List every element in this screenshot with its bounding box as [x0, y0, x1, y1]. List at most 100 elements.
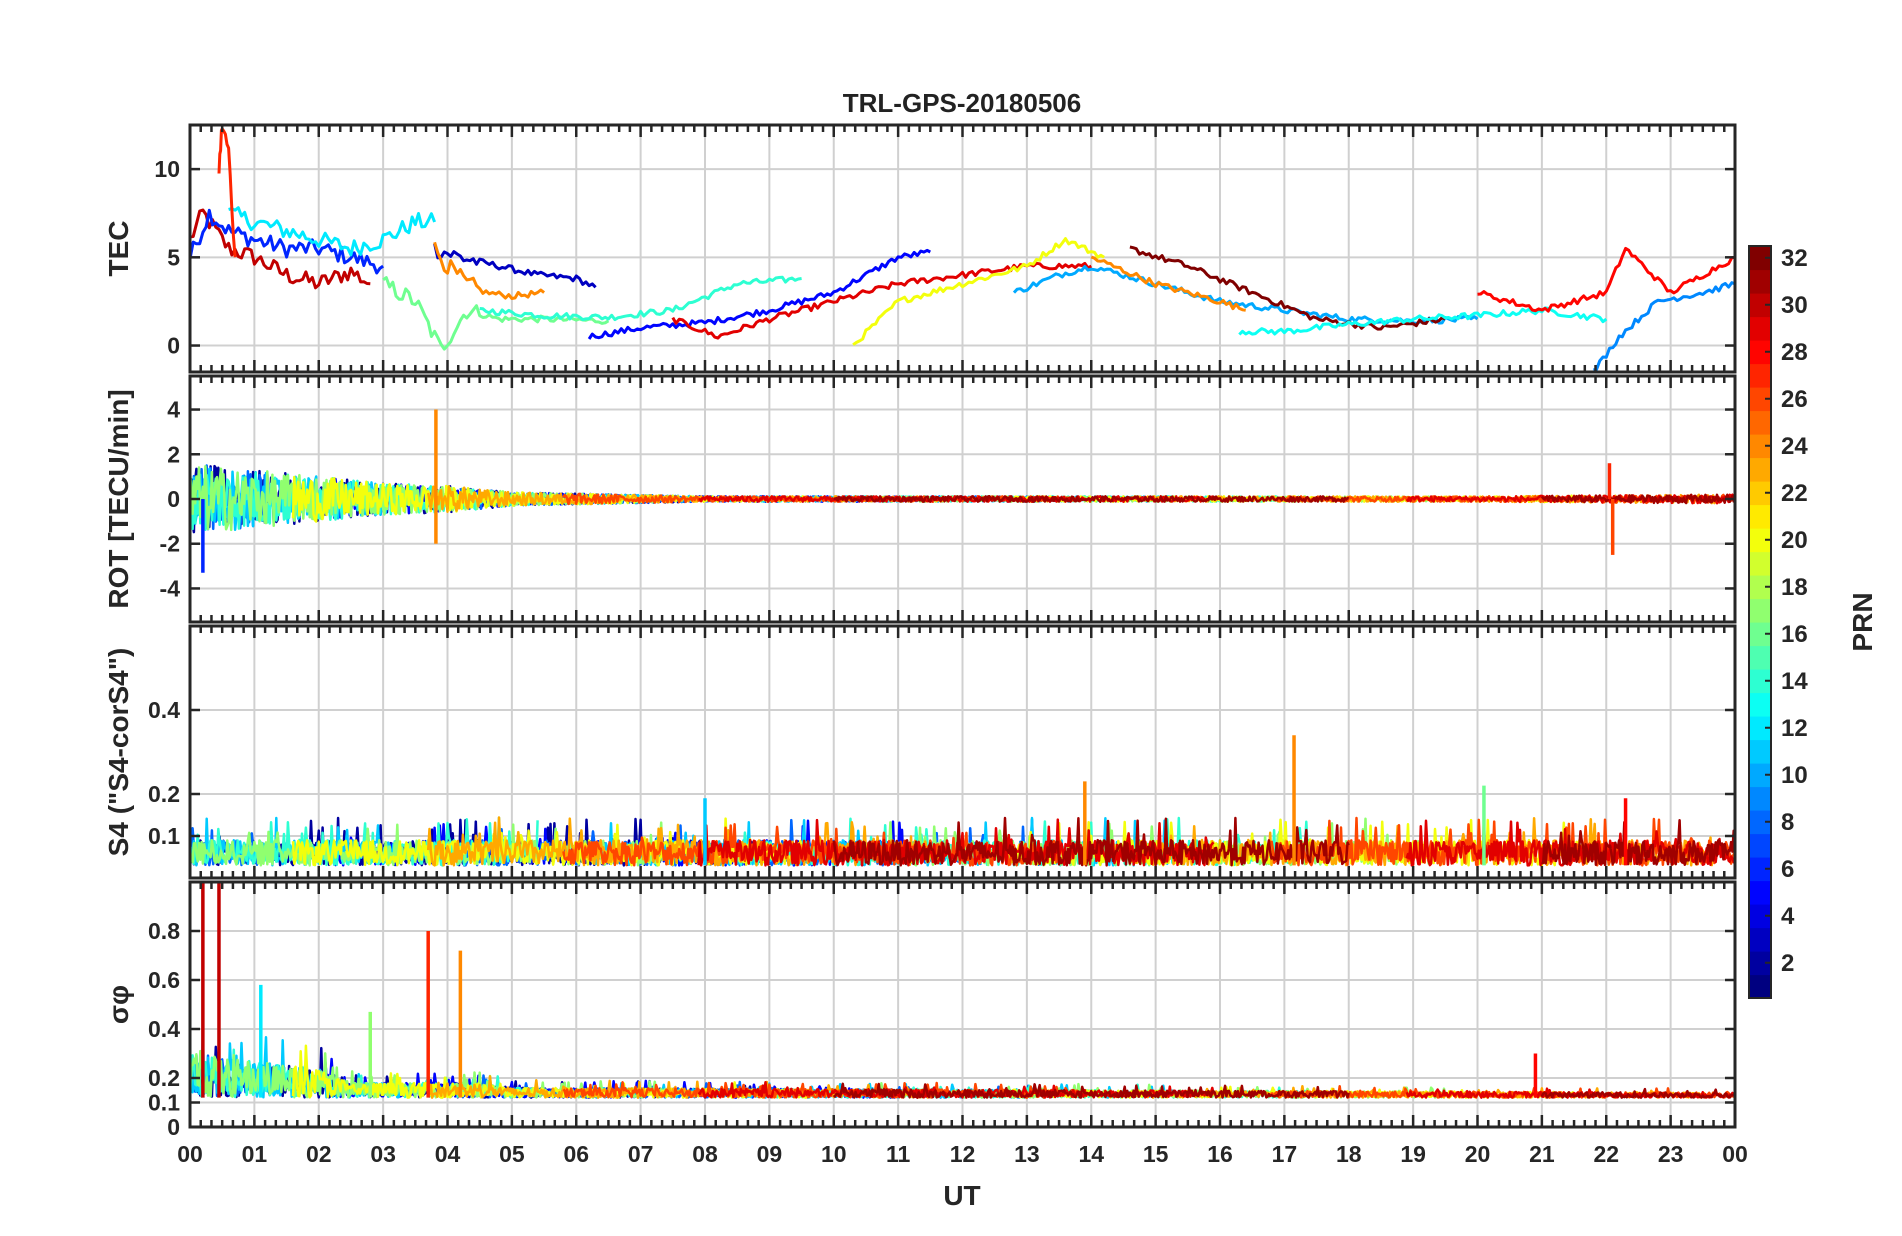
colorbar-cell [1749, 246, 1771, 271]
x-tick-label: 00 [1722, 1141, 1748, 1167]
series-prn-30 [190, 208, 371, 290]
x-tick-label: 18 [1336, 1141, 1362, 1167]
data-layer [190, 409, 1735, 573]
colorbar-label: PRN [1847, 592, 1878, 651]
data-layer [190, 735, 1735, 867]
colorbar-cell [1749, 622, 1771, 647]
colorbar-frame [1748, 245, 1772, 999]
y-tick-label: 0.4 [148, 1016, 180, 1042]
colorbar-cell [1749, 340, 1771, 365]
y-tick-label: 0 [167, 333, 180, 359]
x-tick-label: 21 [1529, 1141, 1555, 1167]
colorbar-tick-label: 2 [1781, 950, 1794, 977]
y-tick-label: 5 [167, 244, 180, 270]
colorbar-cell [1749, 786, 1771, 811]
x-tick-label: 06 [563, 1141, 589, 1167]
x-tick-label: 17 [1272, 1141, 1298, 1167]
colorbar-tick-label: 20 [1781, 527, 1808, 554]
y-tick-label: 0.2 [148, 1065, 180, 1091]
panel-s4: 0.1 0.2 0.4 S4 ("S4-corS4") [103, 624, 1737, 880]
y-tick-label: 0.1 [148, 823, 180, 849]
colorbar-cell [1749, 763, 1771, 788]
y-tick-label: -4 [160, 575, 181, 601]
trace-prn-31 [832, 816, 1350, 867]
series-prn-24 [1090, 255, 1246, 312]
x-tick-label: 05 [499, 1141, 525, 1167]
trace-prn-31 [1540, 1087, 1735, 1099]
colorbar-tick-label: 24 [1781, 433, 1808, 460]
x-tick-label: 20 [1465, 1141, 1491, 1167]
colorbar-tick-label: 28 [1781, 339, 1808, 366]
x-axis: 00 01 02 03 04 05 06 07 08 09 10 11 12 13 14 15 16 17 18 19… [177, 1141, 1748, 1167]
colorbar-cell [1749, 810, 1771, 835]
colorbar-cell [1749, 692, 1771, 717]
y-tick-label: 0 [167, 1114, 180, 1140]
y-tick-label: 0.1 [148, 1090, 180, 1116]
x-tick-label: 02 [306, 1141, 332, 1167]
x-tick-label: 13 [1014, 1141, 1040, 1167]
colorbar-tick-label: 22 [1781, 480, 1808, 507]
x-tick-label: 01 [242, 1141, 268, 1167]
data-layer [190, 882, 1735, 1099]
y-axis-label: ROT [TECU/min] [103, 389, 134, 608]
colorbar-cell [1749, 669, 1771, 694]
y-axis-label: σφ [103, 985, 134, 1024]
x-tick-label: 23 [1658, 1141, 1684, 1167]
series-prn-27 [217, 127, 237, 258]
colorbar-cell [1749, 410, 1771, 435]
x-tick-label: 10 [821, 1141, 847, 1167]
colorbar-cell [1749, 927, 1771, 952]
colorbar-tick-label: 30 [1781, 292, 1808, 319]
colorbar-cell [1749, 645, 1771, 670]
colorbar-cell [1749, 457, 1771, 482]
x-tick-label: 16 [1207, 1141, 1233, 1167]
x-tick-label: 09 [757, 1141, 783, 1167]
y-tick-label: -2 [160, 531, 180, 557]
colorbar-cell [1749, 387, 1771, 412]
colorbar-tick-label: 6 [1781, 856, 1794, 883]
series-prn-6 [190, 208, 384, 275]
colorbar-cell [1749, 833, 1771, 858]
data-layer [190, 127, 1735, 372]
panel-tec: 0 5 10 TEC [103, 123, 1737, 374]
colorbar-cell [1749, 904, 1771, 929]
colorbar-cell [1749, 716, 1771, 741]
colorbar-tick-label: 26 [1781, 386, 1808, 413]
y-tick-label: 0.2 [148, 781, 180, 807]
trace-prn-26 [562, 823, 1080, 867]
series-prn-3 [433, 243, 597, 289]
x-tick-label: 08 [692, 1141, 718, 1167]
colorbar-cell [1749, 575, 1771, 600]
x-tick-label: 19 [1400, 1141, 1426, 1167]
colorbar-cell [1749, 739, 1771, 764]
colorbar-cell [1749, 504, 1771, 529]
series-prn-20 [852, 237, 1105, 346]
y-tick-label: 0.4 [148, 697, 180, 723]
colorbar-cell [1749, 857, 1771, 882]
series-prn-32 [1129, 245, 1446, 331]
colorbar-cell [1749, 363, 1771, 388]
series-prn-28 [1477, 246, 1735, 313]
trace-prn-31 [1540, 493, 1735, 505]
x-tick-label: 04 [435, 1141, 461, 1167]
y-axis-label: TEC [103, 221, 134, 277]
y-tick-label: 2 [167, 441, 180, 467]
y-tick-label: 4 [167, 397, 180, 423]
chart-title: TRL-GPS-20180506 [843, 88, 1081, 118]
y-tick-label: 10 [154, 156, 180, 182]
trace-prn-29 [697, 818, 1215, 867]
colorbar-cell [1749, 316, 1771, 341]
colorbar-cell [1749, 481, 1771, 506]
colorbar-tick-label: 18 [1781, 574, 1808, 601]
series-prn-9 [1593, 281, 1735, 372]
panel-rot: -4 -2 0 2 4 ROT [TECU/min] [103, 374, 1737, 624]
y-axis-label: S4 ("S4-corS4") [103, 648, 134, 857]
colorbar-tick-label: 10 [1781, 762, 1808, 789]
x-axis-label: UT [943, 1180, 980, 1211]
x-tick-label: 12 [950, 1141, 976, 1167]
x-tick-label: 07 [628, 1141, 654, 1167]
colorbar-cell [1749, 528, 1771, 553]
series-prn-5 [587, 248, 931, 340]
colorbar-tick-label: 32 [1781, 245, 1808, 272]
